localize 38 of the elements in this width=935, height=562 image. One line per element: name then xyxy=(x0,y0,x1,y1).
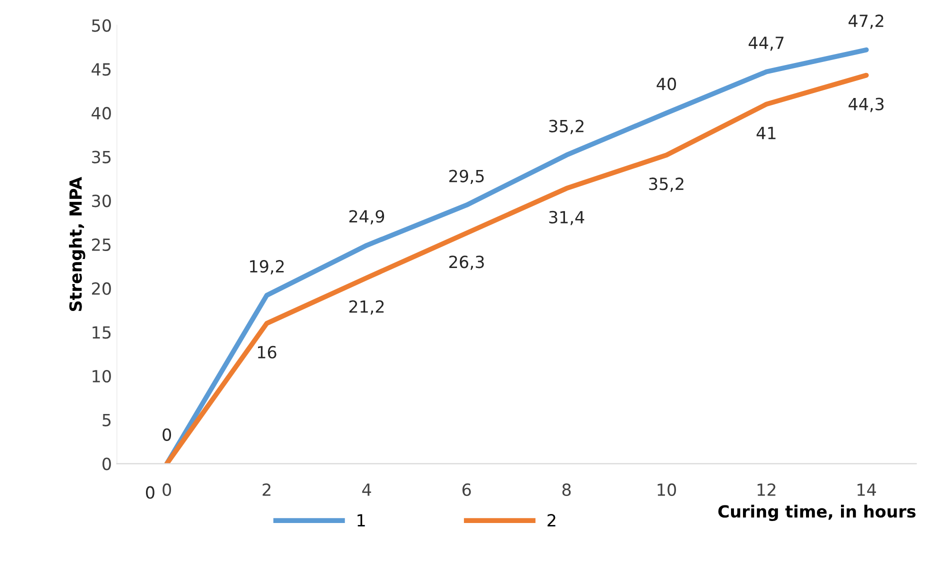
data-label: 41 xyxy=(756,126,776,140)
data-label: 29,5 xyxy=(449,170,484,184)
data-label: 47,2 xyxy=(848,14,884,29)
y-tick-label: 50 xyxy=(92,19,111,32)
x-axis-title: Curing time, in hours xyxy=(718,504,916,522)
x-tick-label: 8 xyxy=(562,483,571,496)
data-label: 35,2 xyxy=(649,178,684,192)
data-label: 0 xyxy=(162,428,172,441)
data-label: 40 xyxy=(656,78,676,90)
x-tick-label: 12 xyxy=(758,483,776,496)
legend-label: 1 xyxy=(358,514,365,526)
y-axis-title: Strenght, MPA xyxy=(68,176,86,311)
data-label: 21,2 xyxy=(349,300,384,315)
y-tick-label: 35 xyxy=(92,150,111,164)
y-tick-label: 25 xyxy=(92,238,111,252)
y-tick-label: 30 xyxy=(92,194,111,208)
legend-label: 2 xyxy=(548,514,556,526)
y-tick-label: 15 xyxy=(92,326,111,339)
y-tick-label: 5 xyxy=(102,414,111,426)
y-tick-label: 0 xyxy=(102,458,111,470)
data-label: 35,2 xyxy=(549,120,584,134)
data-label: 16 xyxy=(258,346,276,358)
data-label: 19,2 xyxy=(250,260,284,274)
data-label: 24,9 xyxy=(349,210,384,224)
x-tick-label: 10 xyxy=(658,483,676,496)
y-tick-label: 20 xyxy=(92,282,111,295)
data-label: 26,3 xyxy=(449,256,484,270)
x-tick-label: 2 xyxy=(262,483,270,496)
data-label: 44,3 xyxy=(848,98,884,112)
y-tick-label: 40 xyxy=(92,106,111,120)
x-tick-label: 4 xyxy=(362,484,372,496)
data-label: 44,7 xyxy=(748,36,784,51)
y-tick-label: 45 xyxy=(92,63,111,76)
x-tick-label: 14 xyxy=(858,484,876,496)
x-tick-label: 0 xyxy=(162,483,172,496)
x-tick-label: 6 xyxy=(462,483,471,496)
data-label: 31,4 xyxy=(549,210,584,226)
y-tick-label: 10 xyxy=(92,370,111,383)
